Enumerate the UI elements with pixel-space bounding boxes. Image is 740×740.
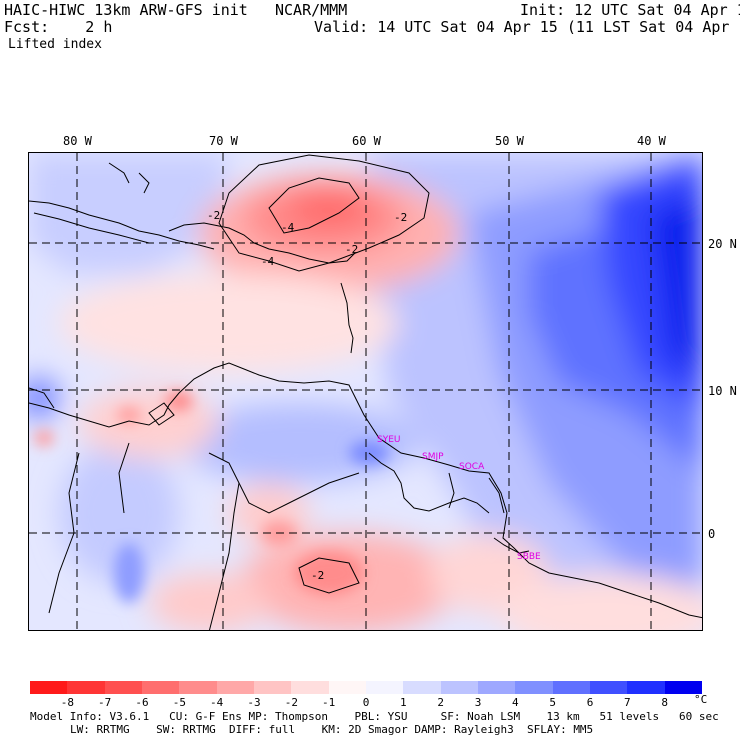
contour-label-group: -2 -4 -2 -2 -4 -2 (207, 209, 407, 582)
lon-label-80w: 80 W (63, 134, 92, 148)
legend-tick-label: 3 (474, 696, 482, 709)
legend-swatch (216, 681, 254, 694)
legend-swatch (552, 681, 590, 694)
legend-swatch (67, 681, 105, 694)
valid-time: Valid: 14 UTC Sat 04 Apr 15 (11 LST Sat … (314, 18, 740, 36)
lon-label-40w: 40 W (637, 134, 666, 148)
model-title: HAIC-HIWC 13km ARW-GFS init (4, 1, 248, 19)
field-name: Lifted index (8, 37, 102, 52)
legend-swatch (589, 681, 628, 694)
legend-swatch (664, 681, 702, 694)
legend-tick-label: 5 (549, 696, 556, 709)
legend-swatch (515, 681, 553, 694)
lat-label-0: 0 (708, 527, 716, 541)
lon-label-60w: 60 W (352, 134, 381, 148)
legend-tick-label: 7 (624, 696, 631, 709)
lifted-index-map: -2 -4 -2 -2 -4 -2 SYEU SMJP SOCA SBBE (28, 152, 703, 631)
legend-tick-label: -8 (60, 696, 74, 709)
forecast-hour: Fcst: 2 h (4, 18, 113, 36)
legend-tick-label: 4 (512, 696, 519, 709)
lon-label-50w: 50 W (495, 134, 524, 148)
legend-swatch (141, 681, 180, 694)
legend-tick-label: -1 (322, 696, 336, 709)
legend-tick-label: -5 (172, 696, 186, 709)
graticule (29, 153, 702, 630)
contour-label: -2 (207, 209, 220, 222)
legend-swatch (365, 681, 404, 694)
legend-swatch (477, 681, 516, 694)
legend-tick-label: -6 (135, 696, 149, 709)
legend-tick-label: -7 (98, 696, 112, 709)
lat-label-10n: 10 N (708, 384, 737, 398)
legend-tick-label: 0 (362, 696, 370, 709)
contour-label: -2 (345, 243, 358, 256)
station-label: SOCA (459, 462, 485, 472)
legend-tick-label: 8 (661, 696, 668, 709)
legend-swatch (291, 681, 329, 694)
contour-label: -4 (281, 221, 295, 234)
contour-label: -4 (261, 255, 275, 268)
station-label: SBBE (517, 552, 541, 562)
legend-tick-label: 2 (437, 696, 444, 709)
model-info-line1: Model Info: V3.6.1 CU: G-F Ens MP: Thomp… (30, 710, 719, 723)
legend-swatch (627, 681, 665, 694)
legend-tick-label: -2 (284, 696, 298, 709)
station-label: SMJP (422, 452, 444, 462)
station-label-group: SYEU SMJP SOCA SBBE (377, 435, 541, 562)
color-legend (30, 681, 702, 694)
legend-swatch (104, 681, 142, 694)
legend-tick-label: -4 (210, 696, 224, 709)
shading-detail (34, 391, 389, 603)
init-time: Init: 12 UTC Sat 04 Apr 15 (520, 1, 740, 19)
map-canvas: -2 -4 -2 -2 -4 -2 SYEU SMJP SOCA SBBE (29, 153, 702, 630)
legend-swatch (440, 681, 478, 694)
org-label: NCAR/MMM (275, 1, 348, 19)
lat-label-20n: 20 N (708, 237, 737, 251)
station-label: SYEU (377, 435, 400, 445)
contours (148, 154, 430, 594)
legend-swatch (253, 681, 292, 694)
model-info-line2: LW: RRTMG SW: RRTMG DIFF: full KM: 2D Sm… (70, 723, 594, 736)
legend-tick-label: 6 (586, 696, 594, 709)
contour-label: -2 (394, 211, 407, 224)
legend-swatch (403, 681, 441, 694)
coastlines (29, 162, 702, 630)
contour-label: -2 (311, 569, 324, 582)
legend-swatch (179, 681, 217, 694)
legend-tick-label: 1 (400, 696, 407, 709)
legend-unit: °C (694, 693, 708, 706)
legend-tick-label: -3 (247, 696, 261, 709)
lon-label-70w: 70 W (209, 134, 238, 148)
legend-swatch (328, 681, 366, 694)
legend-swatch (30, 681, 68, 694)
